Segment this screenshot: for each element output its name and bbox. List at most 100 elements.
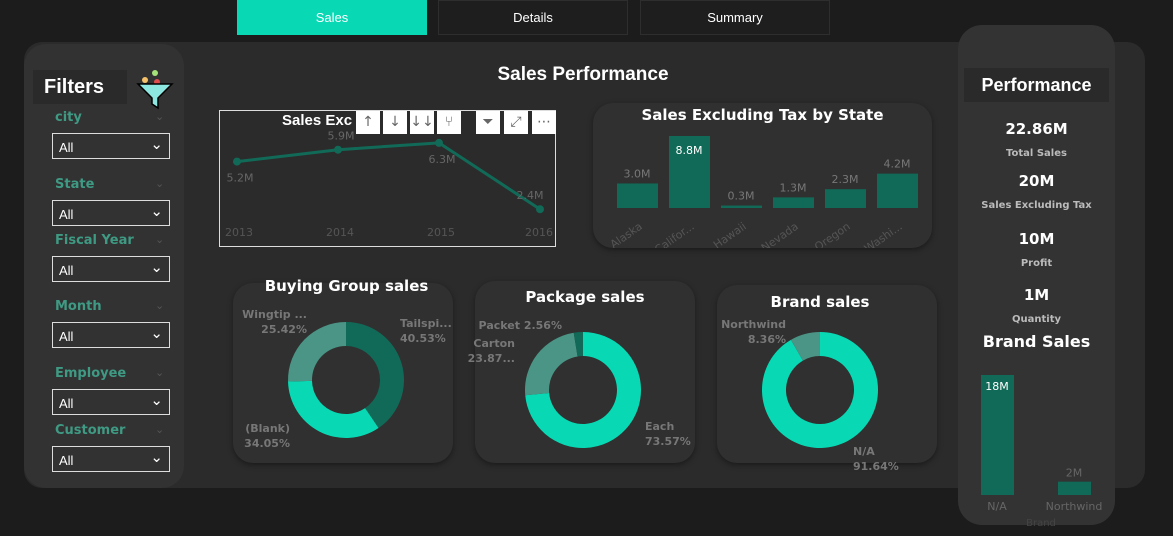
filter-dropdown[interactable]: All ⌄ <box>52 322 170 348</box>
sort-ascending-icon[interactable]: ↑ <box>356 111 380 134</box>
donut-slice <box>288 322 346 382</box>
chevron-down-icon: ⌄ <box>150 203 163 220</box>
bar <box>1058 481 1091 495</box>
slice-name: Northwind <box>721 318 786 331</box>
bar <box>773 197 814 208</box>
slice-label: Packet 2.56% <box>479 319 562 332</box>
donut-slice <box>573 332 583 357</box>
filter-value: All <box>59 329 74 344</box>
donut-slice <box>790 332 820 361</box>
filter-label: Month <box>55 299 102 314</box>
data-label: 4.2M <box>884 158 911 171</box>
filter-icon[interactable]: ⏷ <box>476 111 500 134</box>
chevron-down-icon: ⌄ <box>150 392 163 409</box>
data-label: 5.2M <box>227 172 254 185</box>
chevron-down-icon[interactable]: ⌄ <box>155 177 165 190</box>
donut-slice <box>288 380 379 438</box>
tab-summary[interactable]: Summary <box>640 0 830 35</box>
filter-dropdown[interactable]: All ⌄ <box>52 133 170 159</box>
focus-mode-icon[interactable]: ⤢ <box>504 111 528 134</box>
chevron-down-icon[interactable]: ⌄ <box>155 233 165 246</box>
slice-value: 34.05% <box>244 437 290 450</box>
filter-dropdown[interactable]: All ⌄ <box>52 256 170 282</box>
data-label: 1.3M <box>780 181 807 194</box>
drill-down-icon[interactable]: ⑂ <box>437 111 461 134</box>
data-label: 8.8M <box>676 144 703 157</box>
slice-value: 23.87... <box>468 352 515 365</box>
bar <box>825 189 866 208</box>
line-point <box>536 205 544 214</box>
sort-descending-icon[interactable]: ↓ <box>383 111 407 134</box>
chart-title: Sales Exc <box>282 112 353 129</box>
data-label: 3.0M <box>624 167 651 180</box>
slice-name: Wingtip ... <box>242 308 307 321</box>
tab-sales[interactable]: Sales <box>237 0 427 35</box>
chevron-down-icon[interactable]: ⌄ <box>155 299 165 312</box>
x-axis-title: Brand <box>1026 518 1056 529</box>
x-tick-label: 2013 <box>225 226 253 239</box>
kpi-label: Total Sales <box>1006 148 1067 159</box>
kpi-value: 10M <box>1018 230 1055 248</box>
slice-name: N/A <box>853 445 875 458</box>
donut-slice <box>525 332 641 448</box>
filter-label: Customer <box>55 423 126 438</box>
data-label: 2M <box>1066 467 1083 480</box>
filter-value: All <box>59 263 74 278</box>
filter-value: All <box>59 453 74 468</box>
more-options-icon[interactable]: ⋯ <box>532 111 556 134</box>
funnel-icon <box>136 70 174 110</box>
chevron-down-icon: ⌄ <box>150 449 163 466</box>
kpi-label: Quantity <box>1012 314 1061 325</box>
filter-label: State <box>55 177 95 192</box>
slice-name: Carton <box>473 337 515 350</box>
tab-details[interactable]: Details <box>438 0 628 35</box>
page-title: Sales Performance <box>497 64 669 85</box>
expand-all-down-icon[interactable]: ↓↓ <box>410 111 434 134</box>
x-tick-label: 2015 <box>427 226 455 239</box>
chevron-down-icon[interactable]: ⌄ <box>155 110 165 123</box>
chevron-down-icon[interactable]: ⌄ <box>155 366 165 379</box>
chart-title: Package sales <box>525 288 645 306</box>
chart-title: Sales Excluding Tax by State <box>641 106 884 124</box>
data-label: 2.4M <box>517 189 544 202</box>
bar <box>669 136 710 208</box>
line-point <box>334 145 342 154</box>
slice-name: Each <box>645 420 674 433</box>
kpi-value: 20M <box>1018 172 1055 190</box>
slice-value: 8.36% <box>748 333 786 346</box>
slice-value: 25.42% <box>261 323 307 336</box>
filter-dropdown[interactable]: All ⌄ <box>52 200 170 226</box>
chevron-down-icon: ⌄ <box>150 136 163 153</box>
filter-value: All <box>59 140 74 155</box>
filter-value: All <box>59 207 74 222</box>
x-tick-label: 2016 <box>525 226 553 239</box>
line-point <box>435 138 443 147</box>
data-label: 18M <box>985 380 1009 393</box>
filter-dropdown[interactable]: All ⌄ <box>52 446 170 472</box>
chart-title: Brand sales <box>770 293 870 311</box>
filter-dropdown[interactable]: All ⌄ <box>52 389 170 415</box>
data-label: 5.9M <box>328 130 355 143</box>
slice-name: (Blank) <box>245 422 290 435</box>
bar <box>617 183 658 208</box>
bar <box>877 173 918 208</box>
slice-value: 91.64% <box>853 460 899 473</box>
filters-title: Filters <box>33 70 127 104</box>
chevron-down-icon: ⌄ <box>150 325 163 342</box>
filter-value: All <box>59 396 74 411</box>
slice-value: 73.57% <box>645 435 691 448</box>
data-label: 0.3M <box>728 190 755 203</box>
filter-label: Fiscal Year <box>55 233 134 248</box>
slice-value: 40.53% <box>400 332 446 345</box>
donut-slice <box>762 332 879 448</box>
kpi-value: 22.86M <box>1005 120 1068 138</box>
kpi-label: Profit <box>1020 258 1053 269</box>
kpi-label: Sales Excluding Tax <box>981 200 1092 211</box>
x-tick-label: N/A <box>987 500 1007 513</box>
slice-name: Tailspi... <box>400 317 452 330</box>
chevron-down-icon[interactable]: ⌄ <box>155 423 165 436</box>
chart-title: Buying Group sales <box>264 277 429 295</box>
bar <box>721 205 762 208</box>
donut-slice <box>346 322 405 429</box>
data-label: 6.3M <box>429 153 456 166</box>
